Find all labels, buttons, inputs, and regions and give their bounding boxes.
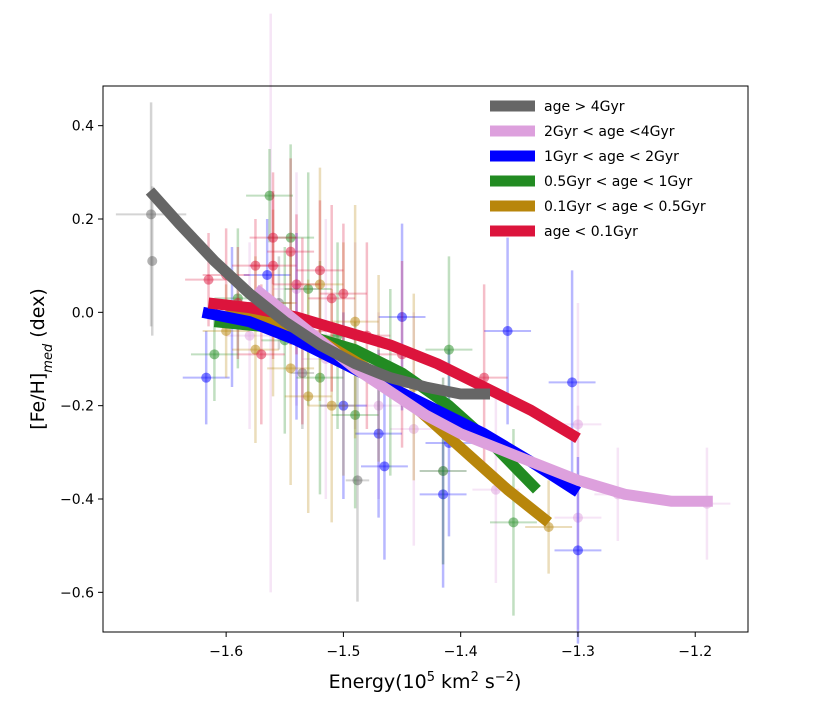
point-marker xyxy=(338,288,349,299)
legend-label: age > 4Gyr xyxy=(544,99,625,115)
point-marker xyxy=(285,363,296,374)
y-axis-label: [Fe/H]med (dex) xyxy=(27,288,56,430)
point-marker xyxy=(350,410,361,420)
x-tick-label: −1.3 xyxy=(561,644,595,660)
y-tick-label: −0.6 xyxy=(60,585,94,601)
data-point-s5-p11 xyxy=(319,223,367,364)
axis-ticks: −1.6 −1.5 −1.4 −1.3 −1.2 0.4 0.2 0.0 −0.2 −0.4 −0.… xyxy=(60,119,712,660)
point-marker xyxy=(256,349,267,360)
point-marker xyxy=(572,512,583,523)
point-marker xyxy=(264,190,275,201)
data-point-s2-p11 xyxy=(548,270,596,495)
x-tick-label: −1.4 xyxy=(444,644,478,660)
point-marker xyxy=(352,475,363,486)
point-marker xyxy=(379,461,390,472)
y-tick-label: 0.2 xyxy=(72,212,94,228)
point-marker xyxy=(567,377,578,388)
point-marker xyxy=(201,372,212,383)
point-marker xyxy=(572,545,583,556)
data-point-s4-p10 xyxy=(525,480,573,574)
y-tick-label: −0.2 xyxy=(60,399,94,415)
data-point-s5-p9 xyxy=(296,200,344,341)
data-point-s3-p2 xyxy=(246,149,293,243)
point-marker xyxy=(285,232,296,243)
y-tick-label: 0.4 xyxy=(72,119,94,135)
point-marker xyxy=(314,372,325,383)
point-marker xyxy=(314,279,325,290)
fit-curves xyxy=(145,187,713,527)
point-marker xyxy=(268,232,279,243)
data-point-s1-p8 xyxy=(554,405,602,630)
legend-label: 0.5Gyr < age < 1Gyr xyxy=(544,174,693,190)
point-marker xyxy=(291,279,302,290)
point-marker xyxy=(326,400,337,411)
data-point-s2-p6 xyxy=(361,373,408,560)
point-marker xyxy=(443,344,454,355)
point-marker xyxy=(147,256,158,266)
legend-entry-5: age < 0.1Gyr xyxy=(490,224,638,240)
point-marker xyxy=(508,517,519,528)
y-tick-label: 0.0 xyxy=(72,305,94,321)
point-marker xyxy=(262,270,273,280)
point-marker xyxy=(408,424,419,434)
point-marker xyxy=(209,349,220,360)
data-point-s3-p5 xyxy=(284,172,332,406)
data-point-s2-p0 xyxy=(182,331,230,425)
point-marker xyxy=(373,428,384,439)
point-marker xyxy=(285,246,296,257)
x-tick-label: −1.2 xyxy=(678,644,712,660)
point-marker xyxy=(572,419,583,430)
plot-frame xyxy=(102,85,749,633)
x-axis-label: Energy(105 km2 s−2) xyxy=(329,670,522,694)
legend-entry-2: 1Gyr < age < 2Gyr xyxy=(490,149,679,165)
data-point-s4-p4 xyxy=(296,167,344,401)
scatter-points xyxy=(115,13,731,644)
point-marker xyxy=(326,293,337,304)
data-point-s4-p2 xyxy=(267,251,315,485)
data-point-s0-p2 xyxy=(345,359,370,602)
legend-label: age < 0.1Gyr xyxy=(544,224,638,240)
legend-entry-3: 0.5Gyr < age < 1Gyr xyxy=(490,174,693,190)
point-marker xyxy=(338,400,349,411)
x-tick-label: −1.6 xyxy=(209,644,243,660)
point-marker xyxy=(350,316,361,327)
y-tick-label: −0.4 xyxy=(60,492,94,508)
data-point-s0-p1 xyxy=(147,186,158,336)
point-marker xyxy=(250,260,261,271)
point-marker xyxy=(314,265,325,276)
legend: age > 4Gyr 2Gyr < age <4Gyr 1Gyr < age < 2… xyxy=(490,99,706,240)
point-marker xyxy=(146,209,157,220)
data-point-s3-p6 xyxy=(296,261,344,495)
point-marker xyxy=(297,368,308,378)
point-marker xyxy=(502,326,513,336)
point-marker xyxy=(303,284,314,294)
data-point-s1-p7 xyxy=(554,303,602,546)
data-point-s1-p11 xyxy=(226,242,274,429)
point-marker xyxy=(373,400,384,411)
legend-label: 1Gyr < age < 2Gyr xyxy=(544,149,679,165)
x-tick-label: −1.5 xyxy=(326,644,360,660)
data-point-s4-p7 xyxy=(331,205,379,439)
point-marker xyxy=(203,274,214,285)
legend-entry-1: 2Gyr < age <4Gyr xyxy=(490,124,675,140)
point-marker xyxy=(303,391,314,402)
point-marker xyxy=(244,330,255,341)
point-marker xyxy=(438,466,449,476)
point-marker xyxy=(438,489,449,500)
legend-entry-0: age > 4Gyr xyxy=(490,99,625,115)
legend-label: 0.1Gyr < age < 0.5Gyr xyxy=(544,199,706,215)
point-marker xyxy=(268,260,279,271)
legend-label: 2Gyr < age <4Gyr xyxy=(544,124,675,140)
fit-curve-0 xyxy=(145,187,490,400)
point-marker xyxy=(397,312,408,322)
legend-entry-4: 0.1Gyr < age < 0.5Gyr xyxy=(490,199,706,215)
